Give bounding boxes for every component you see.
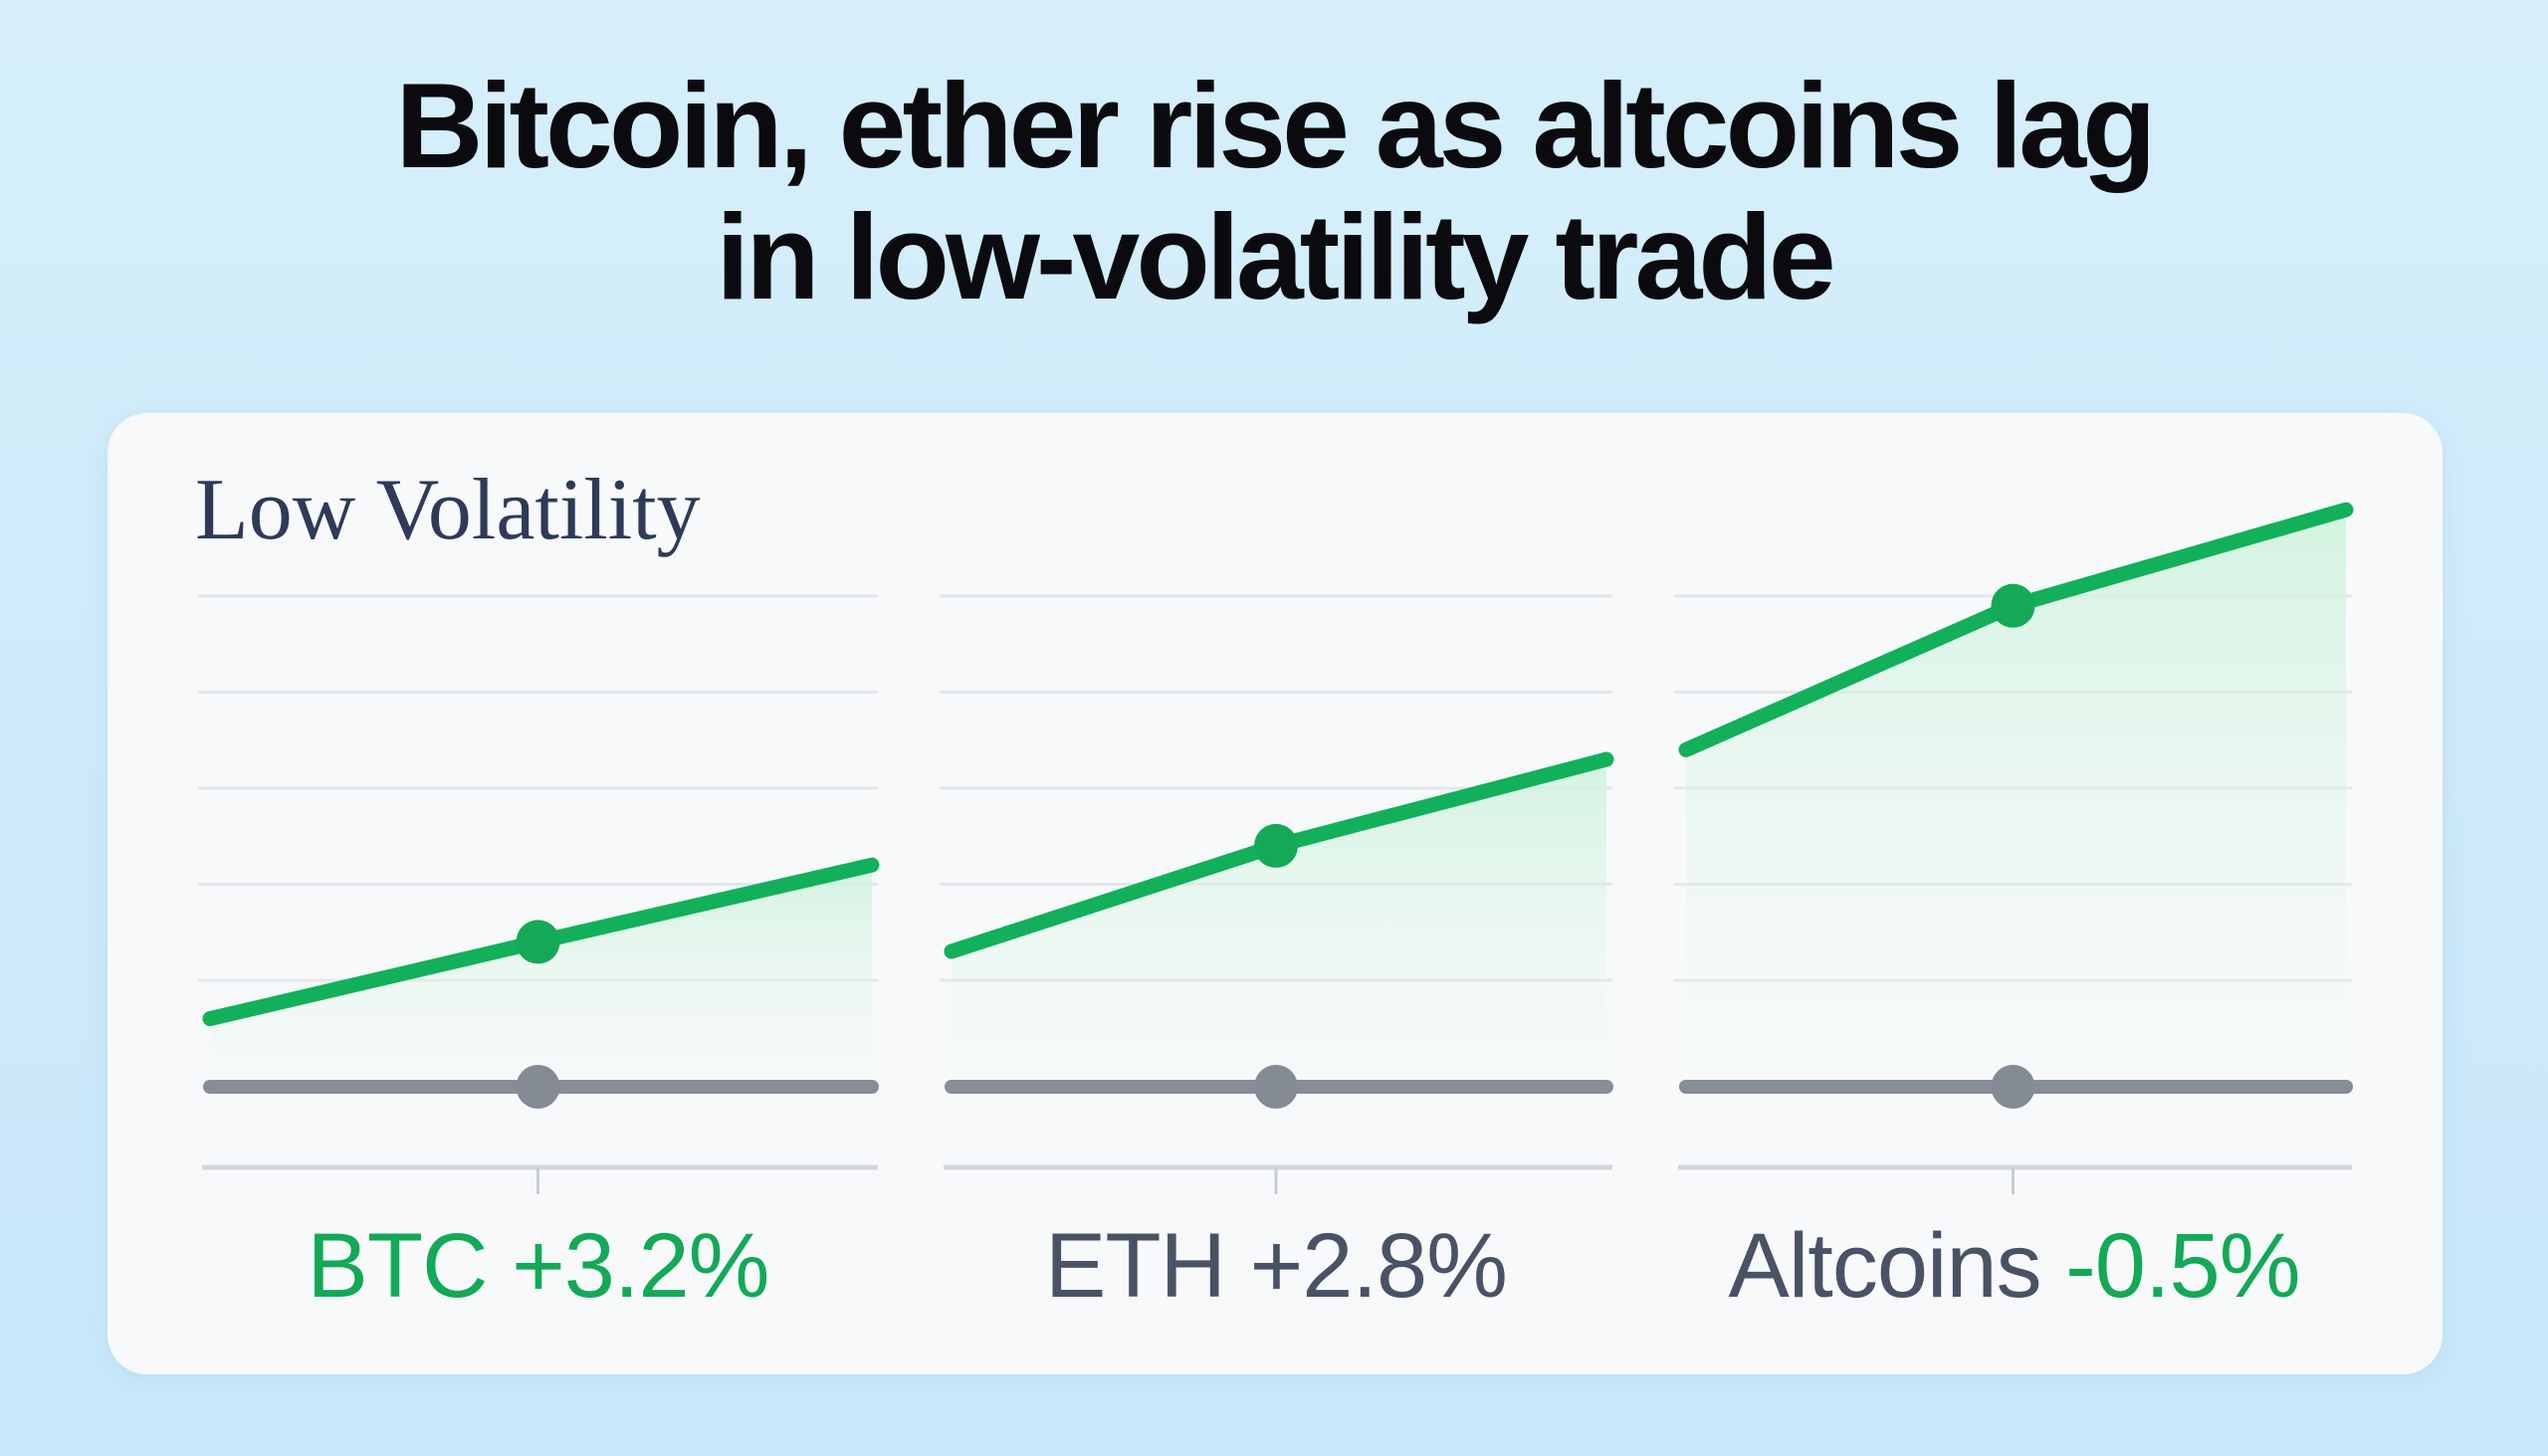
data-point [1991,583,2035,628]
headline-line-2: in low-volatility trade [716,189,1835,324]
data-point [516,920,560,964]
asset-change: -0.5% [2065,1215,2300,1317]
asset-change: +3.2% [512,1215,769,1317]
asset-name: Altcoins [1728,1215,2041,1317]
area-fill [1686,510,2346,1087]
data-point [1991,1065,2035,1109]
asset-name: BTC [307,1215,489,1317]
headline-line-1: Bitcoin, ether rise as altcoins lag [395,58,2156,193]
chart-title: Low Volatility [195,462,701,558]
data-point [1254,1065,1298,1109]
area-fill [952,759,1606,1087]
label-eth: ETH +2.8% [940,1214,1612,1319]
asset-change: +2.8% [1249,1215,1508,1317]
label-btc: BTC +3.2% [198,1214,878,1319]
area-fill [210,865,872,1087]
label-altcoins: Altcoins -0.5% [1674,1214,2354,1319]
asset-name: ETH [1045,1215,1226,1317]
headline: Bitcoin, ether rise as altcoins lag in l… [0,60,2548,322]
data-point [1254,823,1298,868]
data-point [516,1065,560,1109]
